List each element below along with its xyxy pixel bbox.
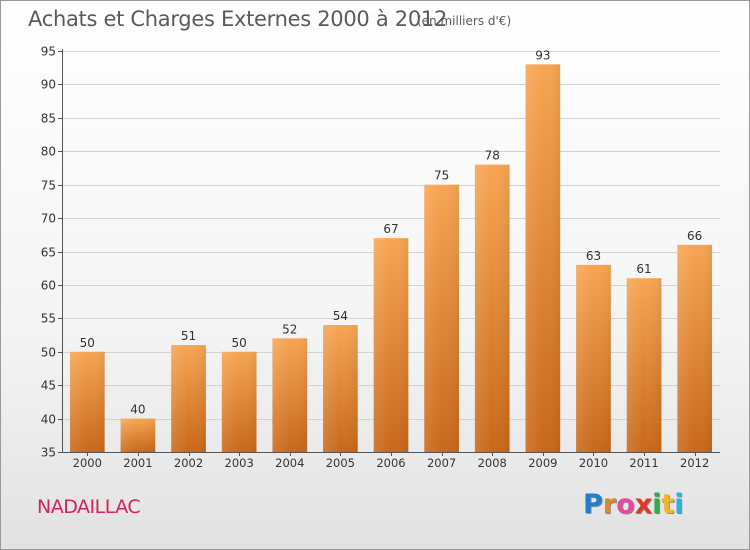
bar-shine: [474, 164, 510, 452]
chart-title: Achats et Charges Externes 2000 à 2012: [28, 7, 448, 31]
data-label: 75: [434, 169, 449, 183]
bars: [69, 64, 713, 452]
data-label: 40: [130, 403, 145, 417]
data-label: 54: [333, 309, 348, 323]
labels: 35 40 45 50 55 60 65 70 75 80 85 90 95 50 2000 40 2001 51…: [41, 45, 710, 471]
bar-shine: [221, 351, 257, 452]
bar-shine: [373, 238, 409, 452]
logo-letter: t: [661, 489, 675, 520]
bar-shine: [120, 418, 156, 452]
logo-letter: i: [674, 489, 684, 520]
x-tick-label: 2005: [326, 456, 355, 470]
x-tick-label: 2004: [275, 456, 304, 470]
bar-shine: [272, 338, 308, 452]
data-label: 93: [535, 48, 550, 62]
chart-subtitle: (en milliers d'€): [417, 14, 512, 28]
bar-shine: [69, 351, 105, 452]
bar-shine: [525, 64, 561, 452]
y-tick-label: 75: [41, 179, 56, 193]
data-label: 63: [586, 249, 601, 263]
y-tick-label: 35: [41, 446, 56, 460]
x-tick-label: 2003: [225, 456, 254, 470]
data-label: 78: [485, 149, 500, 163]
axes: [58, 49, 720, 456]
bar-shine: [424, 184, 459, 452]
x-tick-label: 2011: [629, 456, 658, 470]
x-tick-label: 2010: [579, 456, 608, 470]
bar-shine: [677, 244, 713, 452]
bar-shine: [626, 278, 662, 452]
x-tick-label: 2000: [73, 456, 102, 470]
data-label: 50: [232, 336, 247, 350]
x-tick-label: 2008: [478, 456, 507, 470]
logo-letter: x: [634, 489, 653, 520]
x-tick-label: 2012: [680, 456, 709, 470]
y-tick-label: 60: [41, 279, 56, 293]
x-tick-label: 2001: [123, 456, 152, 470]
x-tick-label: 2006: [376, 456, 405, 470]
y-tick-label: 50: [41, 346, 56, 360]
y-tick-label: 85: [41, 112, 56, 126]
y-tick-label: 70: [41, 212, 56, 226]
bar-shine: [323, 325, 358, 452]
y-tick-label: 40: [41, 413, 56, 427]
y-tick-label: 65: [41, 246, 56, 260]
y-tick-label: 45: [41, 379, 56, 393]
x-tick-label: 2007: [427, 456, 456, 470]
proxiti-logo: Proxiti: [583, 489, 684, 520]
x-tick-label: 2002: [174, 456, 203, 470]
logo-letter: r: [602, 489, 617, 520]
y-tick-label: 90: [41, 78, 56, 92]
y-tick-label: 55: [41, 312, 56, 326]
logo-letter: P: [583, 489, 603, 520]
bar-shine: [576, 264, 611, 452]
data-label: 67: [383, 222, 398, 236]
x-tick-label: 2009: [528, 456, 557, 470]
logo-letter: o: [616, 489, 635, 520]
logo-letter: i: [652, 489, 662, 520]
y-tick-label: 80: [41, 145, 56, 159]
data-label: 61: [636, 262, 651, 276]
data-label: 52: [282, 322, 297, 336]
y-tick-label: 95: [41, 45, 56, 59]
bar-shine: [171, 345, 206, 452]
data-label: 66: [687, 229, 702, 243]
data-label: 50: [80, 336, 95, 350]
commune-name: NADAILLAC: [37, 496, 141, 518]
data-label: 51: [181, 329, 196, 343]
